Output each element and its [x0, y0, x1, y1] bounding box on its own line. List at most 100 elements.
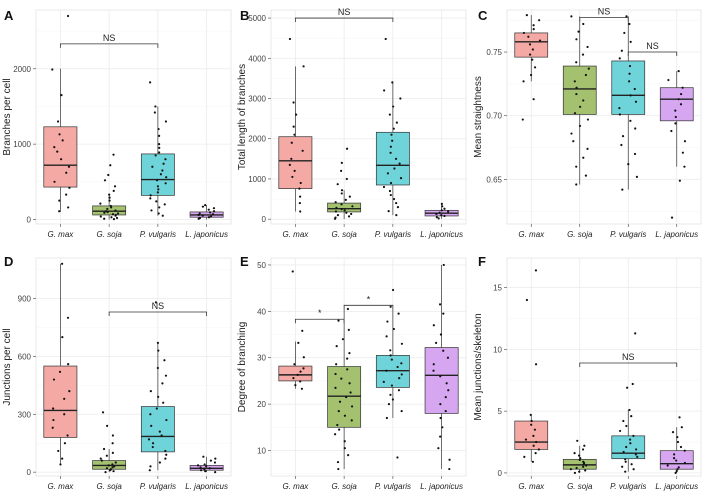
data-point	[340, 169, 343, 173]
data-point	[157, 349, 160, 352]
data-point	[162, 401, 165, 404]
data-point	[636, 455, 639, 458]
y-axis-label: Mean junctions/skeleton	[473, 313, 484, 420]
data-point	[105, 467, 109, 470]
data-point	[632, 434, 635, 437]
data-point	[397, 389, 401, 392]
data-point	[196, 464, 200, 467]
data-point	[106, 210, 109, 214]
data-point	[158, 151, 161, 154]
data-point	[299, 181, 302, 185]
data-point	[445, 382, 448, 385]
data-point	[341, 338, 345, 341]
box-l-japonicus	[424, 347, 459, 414]
data-point	[586, 147, 589, 150]
data-point	[624, 470, 627, 473]
data-point	[165, 176, 168, 179]
data-point	[530, 423, 533, 426]
data-point	[197, 217, 200, 220]
data-point	[338, 428, 341, 431]
data-point	[112, 189, 115, 192]
x-tick-label: G. soja	[96, 482, 122, 491]
data-point	[683, 449, 686, 452]
data-point	[66, 316, 70, 319]
data-point	[575, 165, 578, 168]
data-point	[345, 396, 348, 399]
data-point	[59, 463, 62, 466]
data-point	[633, 87, 636, 91]
data-point	[111, 213, 115, 216]
data-point	[629, 119, 632, 122]
data-point	[681, 151, 684, 154]
data-point	[439, 416, 442, 420]
data-point	[67, 206, 70, 209]
data-point	[438, 211, 441, 214]
data-point	[396, 365, 399, 369]
data-point	[534, 452, 537, 455]
data-point	[300, 387, 304, 390]
data-point	[108, 193, 111, 196]
data-point	[67, 363, 70, 366]
data-point	[448, 467, 451, 471]
data-point	[386, 172, 390, 175]
data-point	[576, 439, 579, 442]
data-point	[679, 103, 683, 106]
data-point	[389, 305, 392, 308]
data-point	[214, 471, 217, 474]
data-point	[151, 165, 154, 168]
data-point	[444, 396, 447, 399]
data-point	[670, 129, 673, 133]
x-tick-label: P. vulgaris	[375, 230, 411, 239]
data-point	[199, 466, 202, 469]
significance-bracket	[294, 318, 345, 324]
data-point	[298, 201, 301, 205]
data-point	[60, 94, 63, 97]
data-point	[209, 215, 213, 218]
data-point	[158, 430, 161, 433]
data-point	[448, 458, 451, 461]
data-point	[164, 374, 168, 377]
data-point	[535, 440, 538, 444]
data-point	[523, 455, 526, 458]
data-point	[292, 377, 295, 380]
y-axis-label: Degree of branching	[237, 322, 248, 413]
data-point	[149, 197, 152, 200]
plot-background	[35, 9, 232, 225]
data-point	[203, 468, 206, 471]
data-point	[440, 214, 443, 217]
data-point	[533, 428, 537, 431]
data-point	[392, 197, 396, 201]
data-point	[209, 459, 212, 462]
data-point	[103, 179, 107, 182]
data-point	[51, 68, 54, 71]
data-point	[56, 120, 60, 123]
y-tick-label: 0.70	[486, 112, 502, 121]
data-point	[299, 370, 302, 373]
data-point	[391, 288, 395, 292]
y-tick-label: 40	[257, 307, 266, 316]
data-point	[149, 465, 152, 468]
data-point	[293, 133, 296, 136]
data-point	[399, 177, 403, 180]
data-point	[673, 453, 676, 456]
significance-label: NS	[103, 33, 116, 43]
data-point	[299, 210, 302, 213]
y-tick-label: 3000	[248, 94, 266, 103]
data-point	[290, 141, 293, 144]
data-point	[291, 270, 294, 273]
data-point	[102, 447, 106, 451]
data-point	[155, 179, 159, 182]
data-point	[627, 163, 630, 166]
data-point	[622, 450, 625, 454]
panel-letter: D	[4, 254, 13, 269]
data-point	[337, 467, 340, 471]
data-point	[635, 448, 638, 451]
x-tick-label: L. japonicus	[420, 482, 463, 491]
data-point	[214, 457, 217, 460]
data-point	[164, 457, 167, 460]
data-point	[620, 49, 623, 52]
data-point	[435, 216, 438, 219]
data-point	[110, 216, 113, 219]
data-point	[151, 442, 155, 445]
data-point	[208, 211, 212, 214]
